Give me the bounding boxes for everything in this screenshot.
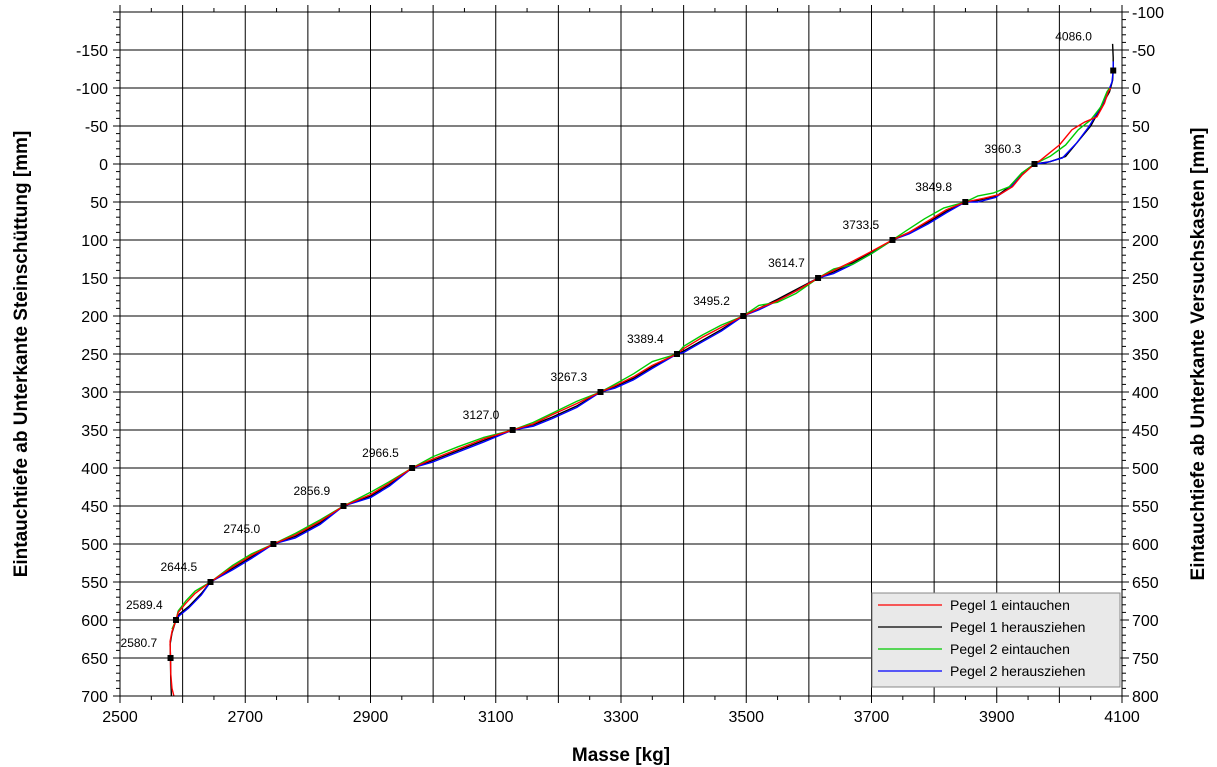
y-left-tick-label: 300 xyxy=(81,385,108,402)
legend-label: Pegel 1 herausziehen xyxy=(950,619,1085,635)
marker-label: 3495.2 xyxy=(693,294,730,308)
y-left-tick-labels: -150 -100 -50 0 50 100 150 200 250 300 350 400 450 50… xyxy=(76,43,108,706)
y-right-tick-label: 200 xyxy=(1132,233,1159,250)
marker-label: 3267.3 xyxy=(551,370,588,384)
legend-label: Pegel 1 eintauchen xyxy=(950,597,1070,613)
marker-point xyxy=(962,199,969,205)
marker-point xyxy=(409,465,416,471)
marker-label: 2644.5 xyxy=(160,560,197,574)
y-right-tick-labels: -100 -50 0 50 100 150 200 250 300 350 400 450 500 550… xyxy=(1132,5,1164,706)
y-right-tick-label: 450 xyxy=(1132,423,1159,440)
y-right-tick-label: -50 xyxy=(1132,43,1155,60)
y-left-tick-label: 700 xyxy=(81,689,108,706)
y-left-tick-label: 450 xyxy=(81,499,108,516)
marker-label: 2966.5 xyxy=(362,446,399,460)
marker-label: 2856.9 xyxy=(294,484,331,498)
y-axis-right-title: Eintauchtiefe ab Unterkante Versuchskast… xyxy=(1188,128,1209,581)
y-right-tick-label: 0 xyxy=(1132,81,1141,98)
y-right-tick-label: 750 xyxy=(1132,651,1159,668)
y-right-tick-label: 350 xyxy=(1132,347,1159,364)
y-right-tick-label: 300 xyxy=(1132,309,1159,326)
x-tick-label: 3300 xyxy=(603,709,639,726)
y-right-tick-label: 800 xyxy=(1132,689,1159,706)
y-left-tick-label: 250 xyxy=(81,347,108,364)
marker-label: 3733.5 xyxy=(842,218,879,232)
y-left-tick-label: 0 xyxy=(99,157,108,174)
y-left-tick-label: 150 xyxy=(81,271,108,288)
y-left-tick-label: 350 xyxy=(81,423,108,440)
marker-point xyxy=(815,275,822,281)
x-tick-labels: 2500 2700 2900 3100 3300 3500 3700 3900 4100 xyxy=(102,709,1140,726)
y-left-tick-label: 600 xyxy=(81,613,108,630)
marker-label: 2745.0 xyxy=(223,522,260,536)
x-tick-label: 3900 xyxy=(979,709,1015,726)
y-right-tick-label: -100 xyxy=(1132,5,1164,22)
marker-label: 2589.4 xyxy=(126,598,163,612)
grid xyxy=(120,12,1122,697)
x-tick-label: 3700 xyxy=(854,709,890,726)
marker-label: 3960.3 xyxy=(985,142,1022,156)
x-tick-label: 2900 xyxy=(353,709,389,726)
y-right-tick-label: 50 xyxy=(1132,119,1150,136)
marker-point xyxy=(172,617,179,623)
marker-point xyxy=(740,313,747,319)
y-left-tick-label: -50 xyxy=(85,119,108,136)
y-left-tick-label: 100 xyxy=(81,233,108,250)
y-right-tick-label: 600 xyxy=(1132,537,1159,554)
marker-label: 4086.0 xyxy=(1055,30,1092,44)
marker-label: 2580.7 xyxy=(121,636,158,650)
marker-point xyxy=(270,541,277,547)
y-right-tick-label: 400 xyxy=(1132,385,1159,402)
x-tick-label: 2700 xyxy=(227,709,263,726)
y-left-tick-label: 200 xyxy=(81,309,108,326)
y-right-tick-label: 500 xyxy=(1132,461,1159,478)
y-right-tick-label: 250 xyxy=(1132,271,1159,288)
series-line-1 xyxy=(169,87,1112,696)
marker-point xyxy=(673,351,680,357)
legend-label: Pegel 2 eintauchen xyxy=(950,641,1070,657)
y-right-tick-label: 150 xyxy=(1132,195,1159,212)
marker-point xyxy=(340,503,347,509)
marker-label: 3127.0 xyxy=(463,408,500,422)
y-left-tick-label: 650 xyxy=(81,651,108,668)
y-left-tick-label: 550 xyxy=(81,575,108,592)
y-left-tick-label: 400 xyxy=(81,461,108,478)
minor-ticks xyxy=(113,5,1129,703)
plot-frame xyxy=(119,11,1123,697)
y-right-tick-label: 700 xyxy=(1132,613,1159,630)
x-tick-label: 4100 xyxy=(1104,709,1140,726)
x-tick-label: 3500 xyxy=(728,709,764,726)
marker-label: 3849.8 xyxy=(915,180,952,194)
y-right-tick-label: 100 xyxy=(1132,157,1159,174)
marker-label: 3389.4 xyxy=(627,332,664,346)
y-left-tick-label: 50 xyxy=(90,195,108,212)
y-left-tick-label: -150 xyxy=(76,43,108,60)
series-line-3 xyxy=(171,87,1111,630)
marker-point xyxy=(1110,67,1117,74)
legend-label: Pegel 2 herausziehen xyxy=(950,663,1085,679)
y-left-tick-label: 500 xyxy=(81,537,108,554)
legend: Pegel 1 eintauchen Pegel 1 herausziehen Pe… xyxy=(871,592,1121,688)
y-axis-left-title: Eintauchtiefe ab Unterkante Steinschüttu… xyxy=(11,131,32,578)
marker-point xyxy=(1031,161,1038,167)
marker-point xyxy=(167,655,174,661)
marker-layer: 4086.0 3960.3 3849.8 3733.5 3614.7 3495.2 3389… xyxy=(121,30,1117,661)
y-left-tick-label: -100 xyxy=(76,81,108,98)
y-right-tick-label: 650 xyxy=(1132,575,1159,592)
x-axis-title: Masse [kg] xyxy=(572,745,670,766)
marker-label: 3614.7 xyxy=(768,256,805,270)
x-tick-label: 3100 xyxy=(478,709,514,726)
x-tick-label: 2500 xyxy=(102,709,138,726)
marker-point xyxy=(207,579,214,585)
marker-point xyxy=(509,427,516,433)
y-right-tick-label: 550 xyxy=(1132,499,1159,516)
marker-point xyxy=(597,389,604,395)
marker-point xyxy=(889,237,896,243)
